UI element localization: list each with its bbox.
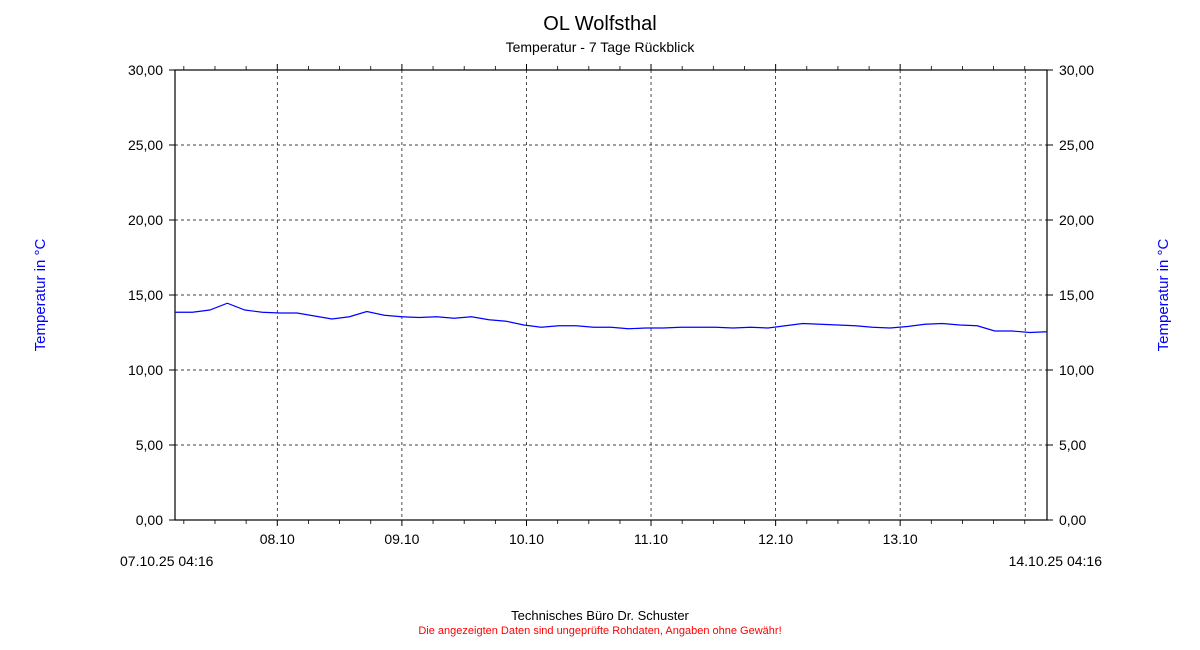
y-tick-label-left: 30,00: [128, 62, 163, 78]
y-tick-label-right: 25,00: [1059, 137, 1094, 153]
y-tick-label-right: 15,00: [1059, 287, 1094, 303]
temperature-chart: OL Wolfsthal Temperatur - 7 Tage Rückblic…: [0, 0, 1200, 650]
y-tick-label-left: 5,00: [136, 437, 163, 453]
y-tick-label-right: 0,00: [1059, 512, 1086, 528]
y-tick-label-right: 5,00: [1059, 437, 1086, 453]
temperature-series: [175, 303, 1047, 332]
x-tick-label: 11.10: [634, 531, 668, 547]
y-tick-label-right: 30,00: [1059, 62, 1094, 78]
plot-border: [175, 70, 1047, 520]
y-tick-label-right: 10,00: [1059, 362, 1094, 378]
y-tick-label-left: 15,00: [128, 287, 163, 303]
y-tick-label-left: 20,00: [128, 212, 163, 228]
y-tick-label-right: 20,00: [1059, 212, 1094, 228]
chart-title: OL Wolfsthal: [543, 13, 656, 35]
y-tick-label-left: 0,00: [136, 512, 163, 528]
y-tick-label-left: 10,00: [128, 362, 163, 378]
x-tick-label: 12.10: [758, 531, 793, 547]
y-axis-label-left: Temperatur in °C: [32, 238, 49, 351]
x-tick-label: 10.10: [509, 531, 544, 547]
footer-credit: Technisches Büro Dr. Schuster: [511, 608, 689, 623]
x-start-label: 07.10.25 04:16: [120, 553, 214, 569]
y-axis-label-right: Temperatur in °C: [1155, 238, 1172, 351]
y-tick-label-left: 25,00: [128, 137, 163, 153]
footer-disclaimer: Die angezeigten Daten sind ungeprüfte Ro…: [418, 625, 781, 637]
x-tick-label: 13.10: [883, 531, 918, 547]
x-end-label: 14.10.25 04:16: [1009, 553, 1103, 569]
x-tick-label: 09.10: [384, 531, 419, 547]
x-tick-label: 08.10: [260, 531, 295, 547]
chart-subtitle: Temperatur - 7 Tage Rückblick: [506, 39, 696, 55]
